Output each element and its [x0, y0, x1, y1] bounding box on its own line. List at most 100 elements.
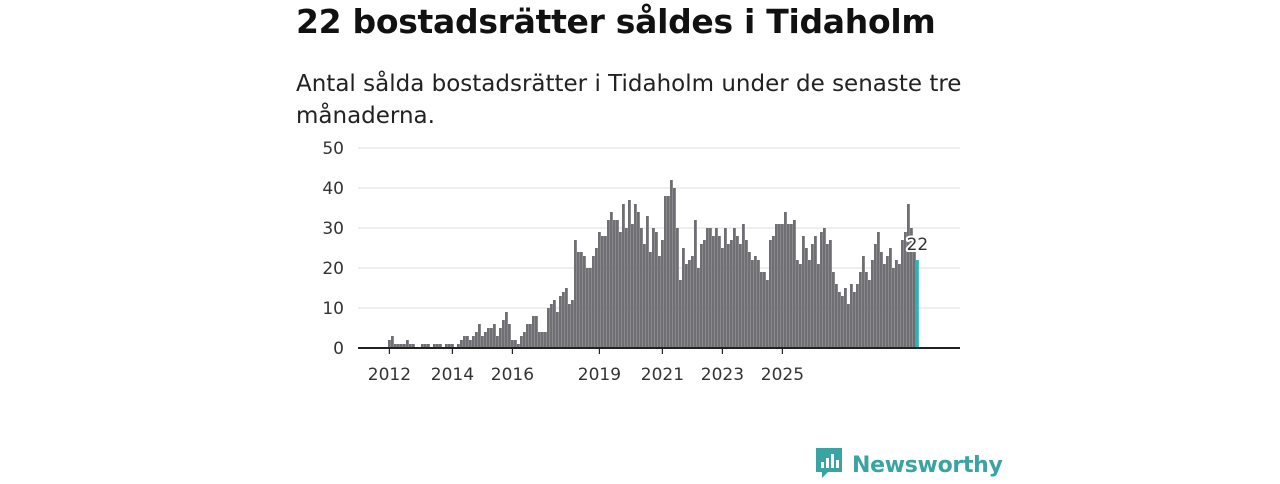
- bar: [436, 344, 439, 348]
- bar: [676, 228, 679, 348]
- bar: [544, 332, 547, 348]
- bar: [829, 240, 832, 348]
- bar: [529, 324, 532, 348]
- bar: [859, 272, 862, 348]
- bar: [568, 304, 571, 348]
- bar: [439, 344, 442, 348]
- bar: [898, 264, 901, 348]
- y-tick-label: 20: [322, 259, 344, 279]
- bar: [469, 340, 472, 348]
- newsworthy-brand[interactable]: Newsworthy: [814, 446, 1003, 484]
- bar: [472, 336, 475, 348]
- bar: [847, 304, 850, 348]
- bar: [904, 232, 907, 348]
- bar: [790, 224, 793, 348]
- bar: [679, 280, 682, 348]
- bar: [691, 256, 694, 348]
- bar: [877, 232, 880, 348]
- bar: [772, 236, 775, 348]
- x-tick-label: 2023: [701, 365, 744, 385]
- bar: [643, 244, 646, 348]
- page-title: 22 bostadsrätter såldes i Tidaholm: [296, 2, 936, 41]
- bar: [523, 332, 526, 348]
- newsworthy-logo-icon: [814, 446, 844, 484]
- newsworthy-wordmark: Newsworthy: [852, 452, 1003, 478]
- bar: [463, 336, 466, 348]
- bar: [601, 236, 604, 348]
- bar: [673, 188, 676, 348]
- bar: [775, 224, 778, 348]
- bar: [619, 232, 622, 348]
- bar: [622, 204, 625, 348]
- bar: [697, 268, 700, 348]
- bar: [784, 212, 787, 348]
- bar: [541, 332, 544, 348]
- bar: [445, 344, 448, 348]
- bar: [706, 228, 709, 348]
- y-tick-label: 50: [322, 139, 344, 159]
- bar: [670, 180, 673, 348]
- bar: [769, 240, 772, 348]
- bar: [505, 312, 508, 348]
- bar: [547, 308, 550, 348]
- bar: [883, 264, 886, 348]
- bar: [874, 244, 877, 348]
- bar: [778, 224, 781, 348]
- bar: [553, 300, 556, 348]
- bar: [694, 220, 697, 348]
- bar: [745, 240, 748, 348]
- bar: [484, 332, 487, 348]
- bar: [685, 264, 688, 348]
- bar: [499, 328, 502, 348]
- x-tick-label: 2025: [761, 365, 804, 385]
- bar: [853, 292, 856, 348]
- bar: [406, 340, 409, 348]
- bar: [880, 252, 883, 348]
- bar: [574, 240, 577, 348]
- bar: [703, 240, 706, 348]
- bar: [718, 236, 721, 348]
- bar: [796, 260, 799, 348]
- bar: [739, 244, 742, 348]
- bars-layer: [388, 180, 919, 348]
- bar: [664, 196, 667, 348]
- bar: [538, 332, 541, 348]
- bar: [688, 260, 691, 348]
- bar: [400, 344, 403, 348]
- bar: [913, 252, 916, 348]
- bar: [838, 292, 841, 348]
- bar: [460, 340, 463, 348]
- bar: [655, 232, 658, 348]
- bar: [649, 252, 652, 348]
- bar: [892, 268, 895, 348]
- bar: [841, 296, 844, 348]
- bar: [637, 212, 640, 348]
- bar: [397, 344, 400, 348]
- bar: [394, 344, 397, 348]
- bar: [517, 344, 520, 348]
- bar: [886, 256, 889, 348]
- bar: [757, 260, 760, 348]
- highlight-label-halo: 22: [907, 235, 929, 255]
- bar: [787, 224, 790, 348]
- bar: [556, 312, 559, 348]
- bar: [628, 200, 631, 348]
- bar: [805, 248, 808, 348]
- bar: [457, 344, 460, 348]
- bar: [583, 256, 586, 348]
- bar: [823, 228, 826, 348]
- bar: [910, 228, 913, 348]
- bar: [766, 280, 769, 348]
- bar: [412, 344, 415, 348]
- highlight-data-label: 22: [907, 235, 929, 255]
- bar: [520, 336, 523, 348]
- bar: [451, 344, 454, 348]
- y-tick-label: 40: [322, 179, 344, 199]
- axis-layer: [358, 347, 960, 354]
- bar: [580, 252, 583, 348]
- bar: [607, 220, 610, 348]
- bar: [502, 320, 505, 348]
- bar: [646, 216, 649, 348]
- bar: [634, 204, 637, 348]
- bar: [811, 244, 814, 348]
